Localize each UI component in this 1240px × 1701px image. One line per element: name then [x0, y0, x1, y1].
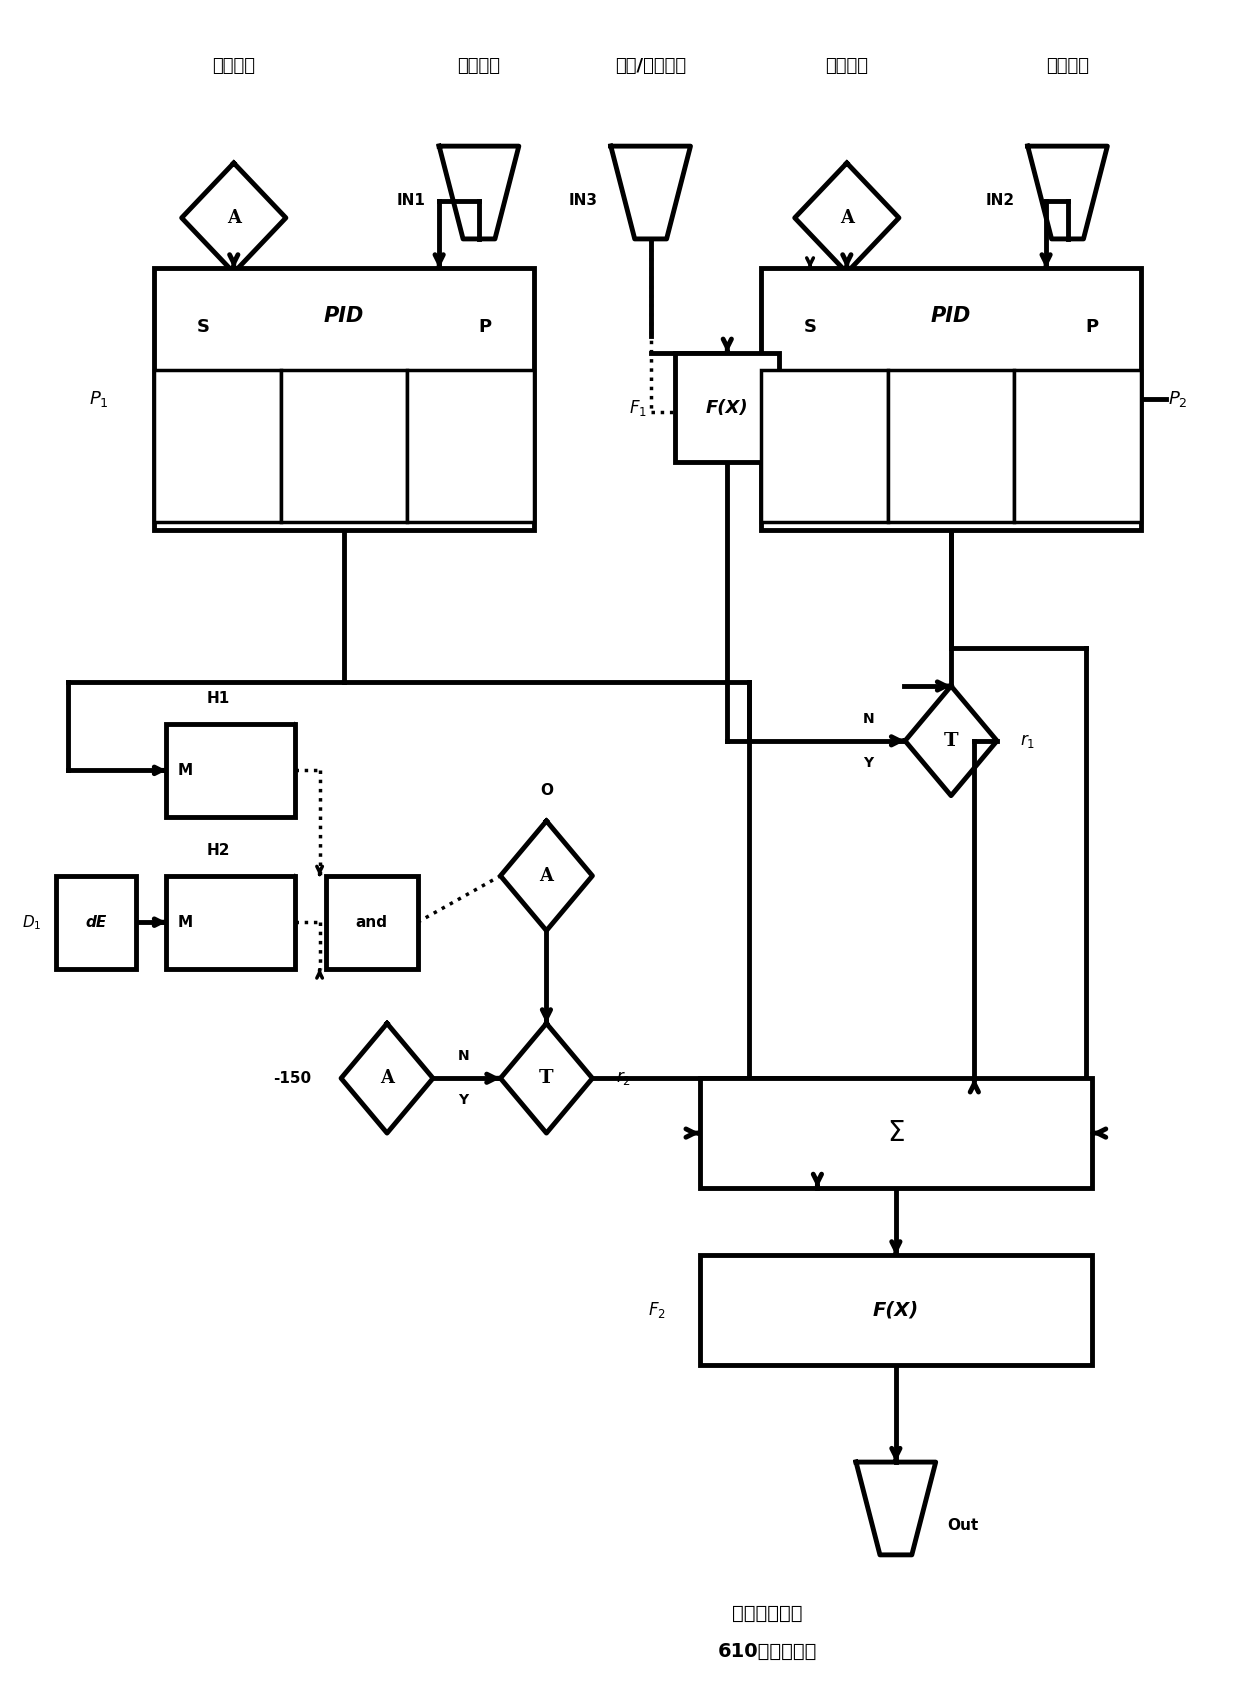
Text: $\kappa$: $\kappa$: [817, 435, 832, 456]
Text: H2: H2: [207, 844, 231, 857]
Text: Out: Out: [947, 1517, 978, 1533]
Text: $F_2$: $F_2$: [647, 1300, 666, 1320]
Text: 装速测量: 装速测量: [458, 58, 501, 75]
Text: T: T: [539, 1070, 554, 1087]
Text: $\Sigma$: $\Sigma$: [887, 1119, 905, 1146]
Text: F(X): F(X): [706, 398, 749, 417]
Bar: [166, 725, 295, 816]
Bar: [675, 352, 780, 463]
Text: M: M: [177, 762, 192, 777]
Text: P: P: [479, 318, 492, 337]
Text: Y: Y: [459, 1094, 469, 1107]
Text: 功率测量: 功率测量: [1047, 58, 1089, 75]
Bar: [154, 269, 534, 531]
Bar: [699, 1255, 1092, 1366]
Text: N: N: [458, 1050, 470, 1063]
Text: A: A: [379, 1070, 394, 1087]
Text: $\kappa$: $\kappa$: [210, 435, 224, 456]
Text: S: S: [804, 318, 817, 337]
Text: IN2: IN2: [986, 194, 1014, 209]
Text: N: N: [863, 713, 874, 726]
Text: F(X): F(X): [873, 1301, 919, 1320]
Bar: [154, 369, 280, 522]
Text: dE: dE: [86, 915, 107, 930]
Bar: [1014, 369, 1141, 522]
Text: PID: PID: [931, 306, 971, 325]
Text: 设定转速: 设定转速: [212, 58, 255, 75]
Bar: [761, 269, 1141, 531]
Text: $P_1$: $P_1$: [89, 390, 109, 410]
Text: P: P: [1085, 318, 1099, 337]
Bar: [888, 369, 1014, 522]
Bar: [761, 369, 888, 522]
Text: O: O: [539, 782, 553, 798]
Text: $\frac{d}{dt}$: $\frac{d}{dt}$: [463, 422, 479, 452]
Text: PID: PID: [324, 306, 365, 325]
Bar: [326, 876, 418, 968]
Text: H1: H1: [207, 691, 231, 706]
Text: Y: Y: [863, 755, 873, 771]
Text: $\frac{d}{dt}$: $\frac{d}{dt}$: [1070, 422, 1086, 452]
Text: $r_2$: $r_2$: [615, 1070, 631, 1087]
Text: 高压缸主调门: 高压缸主调门: [732, 1604, 802, 1623]
Bar: [408, 369, 534, 522]
Text: and: and: [356, 915, 388, 930]
Text: $\int$: $\int$: [942, 427, 960, 464]
Text: IN1: IN1: [397, 194, 427, 209]
Text: 610的开度指令: 610的开度指令: [718, 1643, 817, 1662]
Text: $r_1$: $r_1$: [1021, 731, 1035, 750]
Text: $D_1$: $D_1$: [22, 913, 41, 932]
Text: 开环/闭环控制: 开环/闭环控制: [615, 58, 686, 75]
Text: T: T: [944, 731, 959, 750]
Text: 负荷设定: 负荷设定: [826, 58, 868, 75]
Text: A: A: [539, 868, 553, 885]
Bar: [166, 876, 295, 968]
Text: S: S: [197, 318, 210, 337]
Text: M: M: [177, 915, 192, 930]
Bar: [280, 369, 408, 522]
Text: $F_1$: $F_1$: [630, 398, 647, 418]
Text: $\int$: $\int$: [335, 427, 353, 464]
Text: -150: -150: [273, 1070, 311, 1085]
Text: $P_2$: $P_2$: [1168, 390, 1188, 410]
Text: IN3: IN3: [569, 194, 598, 209]
Bar: [699, 1078, 1092, 1187]
Text: A: A: [839, 209, 854, 226]
Bar: [56, 876, 135, 968]
Text: A: A: [227, 209, 241, 226]
